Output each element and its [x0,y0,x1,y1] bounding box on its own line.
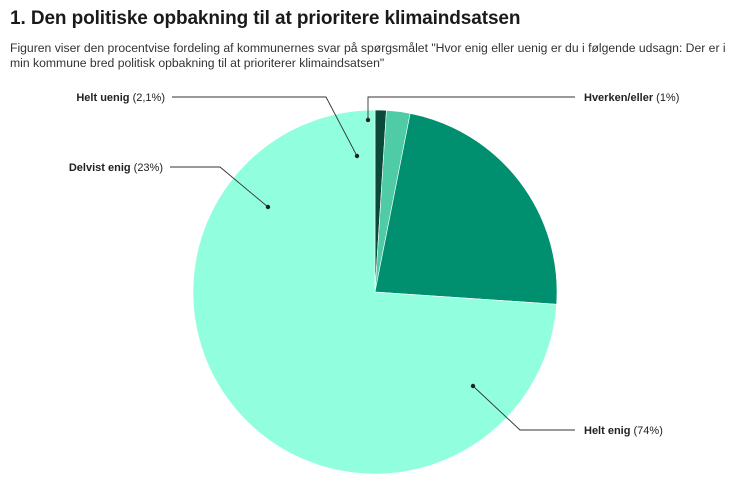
leader-line-helt-enig [472,385,575,431]
pie-slices [192,109,558,475]
leader-line-helt-uenig [172,96,358,157]
slice-label-value: (23%) [134,162,163,174]
slice-label-name: Helt uenig [76,92,132,104]
slice-label-name: Helt enig [584,425,634,437]
slice-label-value: (74%) [634,425,663,437]
slice-label-delvist-enig: Delvist enig (23%) [69,162,163,174]
slice-label-value: (2,1%) [133,92,165,104]
slice-labels: Helt enig (74%) Delvist enig (23%) Helt ue… [69,92,680,437]
leader-dot-helt-enig [470,383,476,389]
slice-label-value: (1%) [656,92,679,104]
chart-subtitle: Figuren viser den procentvise fordeling … [10,41,726,70]
slice-label-helt-uenig: Helt uenig (2,1%) [76,92,165,104]
pie-slice-delvist-enig [374,113,558,305]
slice-label-helt-enig: Helt enig (74%) [584,425,663,437]
slice-label-hverken-eller: Hverken/eller (1%) [584,92,679,104]
slice-label-name: Hverken/eller [584,92,656,104]
chart-title: 1. Den politiske opbakning til at priori… [10,8,521,29]
leader-dot-hverken-eller [365,117,371,123]
leader-line-hverken-eller [367,96,575,120]
leader-dot-helt-uenig [354,153,360,159]
slice-label-name: Delvist enig [69,162,134,174]
leader-dot-delvist-enig [265,204,271,210]
leader-line-delvist-enig [170,166,269,208]
